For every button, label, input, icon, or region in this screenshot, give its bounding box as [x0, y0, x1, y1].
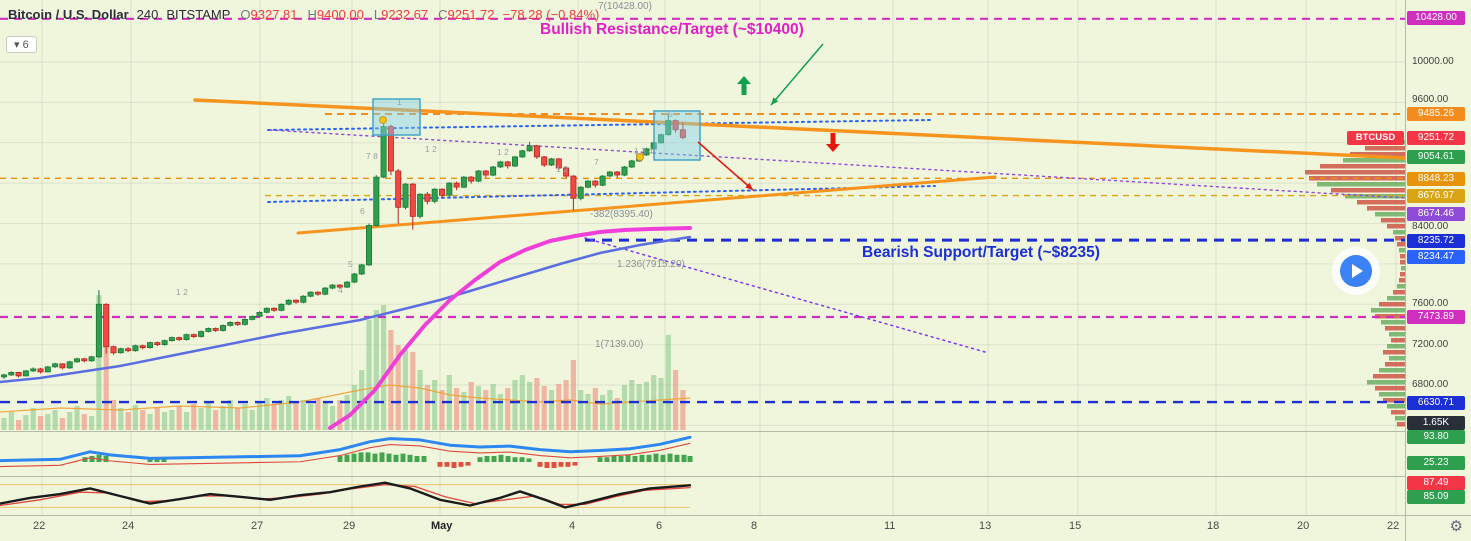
grid-layer [0, 0, 1405, 431]
wave-count-label: 1 2 [497, 147, 509, 157]
price-axis-label: 10000.00 [1412, 56, 1454, 67]
interval-label[interactable]: 240 [136, 7, 159, 22]
price-axis-label: 25.23 [1407, 456, 1465, 470]
wave-count-label: 1 2 [176, 287, 188, 297]
change-value: −78.28 (−0.84%) [502, 7, 600, 22]
price-axis-label: 9054.61 [1407, 150, 1465, 164]
time-axis-label: 24 [122, 520, 135, 532]
symbol-title[interactable]: Bitcoin / U.S. Dollar [8, 7, 129, 22]
gear-icon[interactable]: ⚙ [1449, 518, 1463, 535]
object-tree-toggle-button[interactable]: ▾ 6 [6, 36, 37, 53]
price-axis-label: 9485.26 [1407, 107, 1465, 121]
wave-count-label: 1 2 [556, 164, 568, 174]
pane-separator[interactable] [0, 431, 1405, 432]
axis-separator [0, 515, 1471, 516]
time-axis[interactable]: ⚙ 22 24 27 29 May 4 6 8 11 13 15 18 20 22 [0, 516, 1471, 541]
price-axis-label: 93.80 [1407, 430, 1465, 444]
wave-count-label: 4 [338, 285, 343, 295]
time-axis-label: 22 [33, 520, 46, 532]
object-count: 6 [22, 39, 29, 51]
wave-count-label: 7 [594, 157, 599, 167]
time-axis-label: May [431, 520, 453, 532]
bullish-target-annotation[interactable]: Bullish Resistance/Target (~$10400) [540, 21, 804, 38]
low-label: L [373, 7, 382, 22]
time-axis-label: 8 [751, 520, 758, 532]
price-axis-label: 8848.23 [1407, 172, 1465, 186]
price-axis-label: 8400.00 [1412, 221, 1449, 232]
price-axis-label: 85.09 [1407, 490, 1465, 504]
symbol-header: Bitcoin / U.S. Dollar 240 BITSTAMP O9327… [8, 7, 599, 22]
price-axis-label: 87.49 [1407, 476, 1465, 490]
wave-count-label: 5 [668, 109, 673, 119]
pane-separator[interactable] [0, 476, 1405, 477]
wave-count-label: 5 [348, 259, 353, 269]
time-axis-label: 22 [1387, 520, 1400, 532]
chevron-down-icon: ▾ [14, 39, 20, 51]
time-axis-label: 4 [569, 520, 576, 532]
high-label: H [307, 7, 317, 22]
highlight-boxes-layer[interactable] [372, 98, 701, 161]
price-axis-label: 8676.97 [1407, 189, 1465, 203]
time-axis-label: 29 [343, 520, 356, 532]
price-pane[interactable] [0, 0, 1405, 431]
close-value: 9251.72 [447, 7, 495, 22]
close-label: C [438, 7, 448, 22]
play-icon [1340, 255, 1372, 287]
indicator-pane-2[interactable] [0, 477, 1405, 515]
time-axis-label: 6 [656, 520, 663, 532]
time-axis-label: 13 [979, 520, 992, 532]
wave-count-label: 1 [397, 97, 402, 107]
symbol-price-tag: BTCUSD [1347, 131, 1404, 145]
price-axis-label: 10428.00 [1407, 11, 1465, 25]
fib-level-label: -382(8395.40) [590, 209, 653, 220]
wave-count-label: 7 8 [366, 151, 378, 161]
price-axis-label: 9600.00 [1412, 94, 1449, 105]
time-axis-label: 15 [1069, 520, 1082, 532]
time-axis-label: 18 [1207, 520, 1220, 532]
replay-play-button[interactable] [1332, 247, 1380, 295]
indicator-pane-1[interactable] [0, 432, 1405, 476]
high-value: 9400.00 [316, 7, 364, 22]
price-axis-label: 8235.72 [1407, 234, 1465, 248]
price-axis-label: 6630.71 [1407, 396, 1465, 410]
price-axis-label: 7200.00 [1412, 339, 1449, 350]
price-axis-label: 8674.46 [1407, 207, 1465, 221]
price-axis-separator [1405, 0, 1406, 541]
price-axis[interactable]: 10428.00 10000.00 9600.00 9485.26 9251.72 905… [1406, 0, 1471, 515]
price-axis-label: 6800.00 [1412, 379, 1449, 390]
price-axis-label: 7473.89 [1407, 310, 1465, 324]
low-value: 9232.67 [381, 7, 429, 22]
time-axis-label: 20 [1297, 520, 1310, 532]
wave-count-label: 1 2 [425, 144, 437, 154]
price-axis-label: 9251.72 [1407, 131, 1465, 145]
bearish-target-annotation[interactable]: Bearish Support/Target (~$8235) [862, 244, 1100, 261]
exchange-label[interactable]: BITSTAMP [166, 7, 231, 22]
open-label: O [240, 7, 251, 22]
candlestick-layer [0, 114, 686, 379]
fib-level-label: 1.236(7915.20) [617, 259, 685, 270]
arrow-annotations-layer[interactable] [697, 43, 840, 191]
price-axis-label: 7600.00 [1412, 298, 1449, 309]
price-axis-label: 1.65K [1407, 416, 1465, 430]
time-axis-label: 27 [251, 520, 264, 532]
fib-level-label: 1(7139.00) [595, 339, 644, 350]
trendlines-layer[interactable] [193, 98, 1405, 235]
fib-level-label: 7(10428.00) [598, 1, 652, 12]
wave-count-label: 6 [360, 206, 365, 216]
time-axis-label: 11 [884, 520, 896, 532]
volume-profile-layer [1305, 140, 1405, 427]
price-axis-label: 8234.47 [1407, 250, 1465, 264]
wave-count-label: 1 3 4 [634, 146, 653, 156]
dotted-lines-layer[interactable] [267, 119, 1405, 353]
volume-layer [0, 295, 691, 430]
moving-average-layer [0, 226, 692, 430]
open-value: 9327.81 [250, 7, 298, 22]
